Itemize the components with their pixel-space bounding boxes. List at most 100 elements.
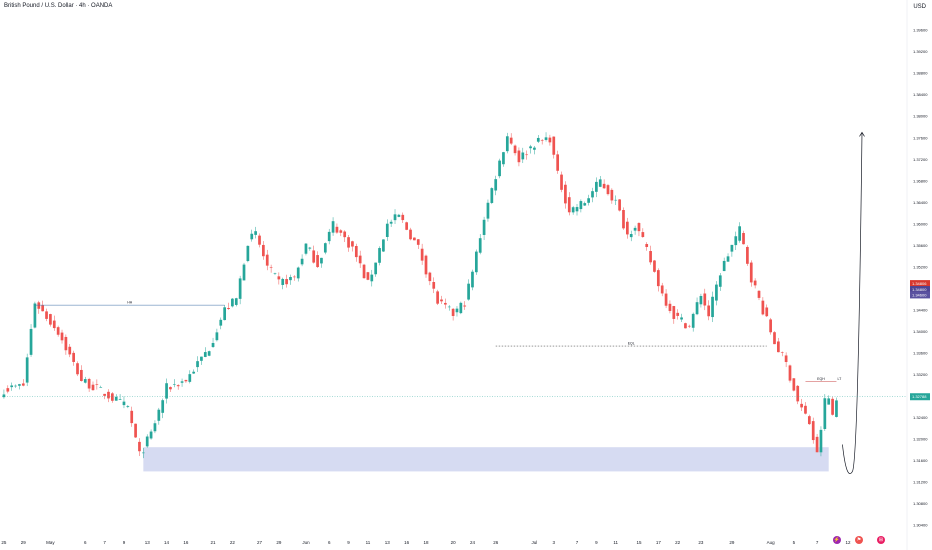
- candle-body: [165, 383, 168, 399]
- x-tick-label: 22: [230, 540, 236, 545]
- x-tick-label: 25: [1, 540, 7, 545]
- candle-body: [327, 231, 331, 242]
- candle-body: [595, 181, 598, 192]
- candle-body: [517, 150, 521, 163]
- candle-body: [76, 363, 79, 375]
- price-tag: 1.34806: [910, 280, 930, 288]
- candle-body: [370, 274, 374, 282]
- candle-body: [10, 385, 14, 388]
- candle-body: [734, 236, 738, 246]
- candle-body: [60, 332, 64, 341]
- candle-body: [296, 267, 300, 279]
- candle-body: [459, 302, 463, 314]
- candle-body: [711, 296, 714, 318]
- candle-body: [718, 275, 722, 287]
- candle-body: [695, 302, 699, 315]
- candle-body: [467, 283, 470, 300]
- flag-icon[interactable]: ⚑: [855, 536, 863, 544]
- candle-body: [207, 351, 211, 356]
- y-tick-label: 1.36400: [913, 200, 928, 205]
- candle-body: [99, 387, 103, 388]
- candle-body: [169, 387, 172, 390]
- candle-body: [378, 248, 381, 263]
- y-tick-label: 1.38000: [913, 114, 928, 119]
- candle-body: [21, 383, 25, 386]
- candle-body: [444, 302, 447, 305]
- candle-body: [80, 369, 83, 381]
- candle-body: [784, 355, 788, 363]
- candle-body: [606, 185, 610, 195]
- x-tick-label: 6: [84, 540, 87, 545]
- candle-body: [618, 199, 621, 211]
- y-tick-label: 1.33600: [913, 351, 928, 356]
- candle-body: [285, 279, 288, 285]
- x-tick-label: 3: [553, 540, 556, 545]
- candle-body: [746, 246, 749, 264]
- candle-body: [320, 257, 323, 264]
- y-tick-label: 1.30800: [913, 501, 928, 506]
- x-tick-label: Aug: [767, 540, 776, 545]
- candle-body: [502, 152, 505, 165]
- price-tag: 1.34800: [910, 286, 930, 294]
- candle-body: [835, 400, 838, 417]
- candle-body: [91, 384, 95, 391]
- candle-body: [374, 262, 378, 275]
- candle-body: [153, 423, 157, 432]
- currency-label[interactable]: USD: [913, 4, 926, 10]
- candle-body: [699, 295, 703, 305]
- candle-body: [656, 270, 660, 287]
- y-tick-label: 1.39200: [913, 49, 928, 54]
- candle-body: [707, 305, 711, 317]
- x-tick-label: 20: [451, 540, 457, 545]
- candle-body: [385, 223, 389, 237]
- candle-body: [227, 307, 230, 310]
- candle-body: [796, 385, 800, 402]
- candle-body: [548, 137, 552, 143]
- lightning-icon[interactable]: ⚡: [833, 536, 841, 544]
- calendar-icon[interactable]: ⊞: [877, 536, 885, 544]
- candle-body: [691, 313, 695, 328]
- candle-body: [45, 311, 48, 319]
- candle-body: [56, 327, 60, 335]
- candle-body: [544, 137, 548, 140]
- candle-body: [738, 226, 741, 241]
- candle-body: [625, 221, 629, 235]
- x-tick-label: 15: [636, 540, 642, 545]
- candle-body: [292, 276, 296, 278]
- chart-title: British Pound / U.S. Dollar · 4h · OANDA: [4, 3, 113, 9]
- candle-body: [807, 416, 811, 425]
- candle-body: [277, 276, 281, 280]
- candle-body: [536, 137, 540, 142]
- last-price-tag: 1.32788: [910, 393, 930, 401]
- candle-body: [25, 357, 29, 383]
- x-tick-label: 7: [103, 540, 106, 545]
- candle-body: [176, 385, 180, 387]
- candle-body: [180, 381, 184, 383]
- candle-body: [773, 332, 776, 345]
- svg-text:1.34600: 1.34600: [912, 292, 927, 297]
- candle-body: [633, 227, 637, 231]
- candle-body: [629, 234, 633, 238]
- candle-body: [382, 239, 385, 252]
- candle-body: [413, 237, 416, 241]
- candle-body: [757, 290, 761, 298]
- candle-body: [769, 319, 772, 333]
- candle-body: [95, 384, 99, 385]
- y-tick-label: 1.34000: [913, 329, 928, 334]
- candle-body: [602, 183, 606, 189]
- y-tick-label: 1.37600: [913, 135, 928, 140]
- candle-body: [614, 199, 618, 201]
- x-tick-label: 7: [576, 540, 579, 545]
- x-tick-label: May: [46, 540, 55, 545]
- candle-body: [564, 184, 567, 204]
- candle-body: [641, 232, 645, 237]
- candle-body: [234, 298, 238, 305]
- x-tick-label: 14: [164, 540, 170, 545]
- candle-body: [567, 197, 571, 213]
- candle-body: [722, 260, 726, 272]
- candle-body: [680, 317, 683, 320]
- candle-body: [447, 306, 451, 308]
- candle-body: [637, 223, 641, 232]
- candle-body: [777, 341, 780, 353]
